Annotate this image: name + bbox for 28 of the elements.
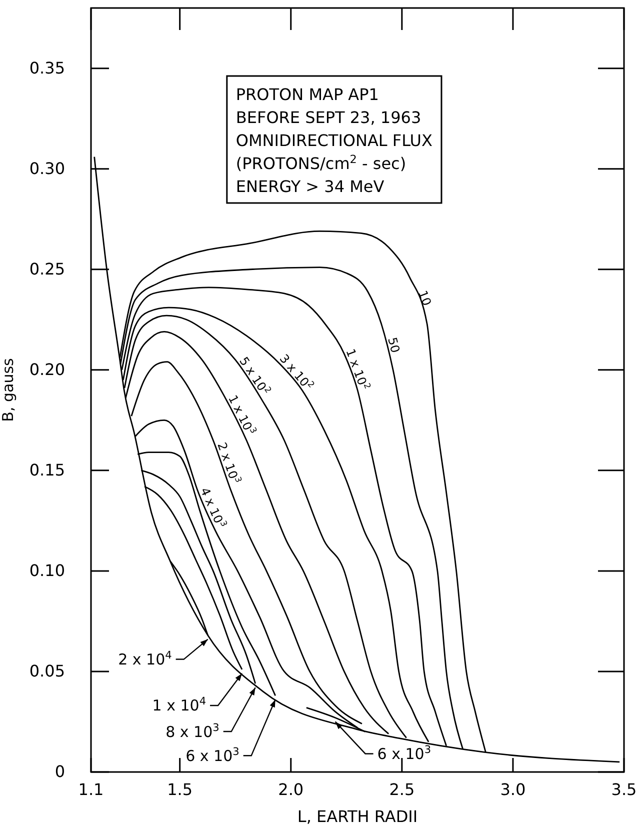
y-tick-label: 0.10 xyxy=(29,561,65,580)
text: 10 xyxy=(415,288,434,308)
x-tick-label: 2.0 xyxy=(278,780,304,800)
text: 50 xyxy=(385,336,402,354)
y-tick-label: 0.25 xyxy=(29,259,65,278)
y-tick-label: 0.05 xyxy=(29,662,65,681)
annotation: PROTON MAP AP1 xyxy=(236,85,379,104)
y-tick-label: 0.20 xyxy=(29,360,65,380)
legend-label: 2 x 10$^{4}$ xyxy=(118,650,172,669)
series-label: 6 x 10$^{3}$ xyxy=(377,744,432,763)
annotation: (PROTONS/cm$^{2}$ - sec) xyxy=(236,152,406,173)
x-axis-title: L, EARTH RADII xyxy=(297,807,418,826)
x-tick-label: 2.5 xyxy=(389,780,415,800)
text: 1 x 10$^{4}$ xyxy=(152,696,206,715)
text: 6 x 10$^{3}$ xyxy=(186,746,240,765)
annotation: OMNIDIRECTIONAL FLUX xyxy=(236,131,432,150)
y-tick-label: 0.30 xyxy=(29,158,65,178)
y-axis-title: B, gauss xyxy=(0,358,17,422)
y-tick-label: 0.15 xyxy=(29,460,65,480)
x-tick-label: 1.5 xyxy=(167,780,193,800)
x-tick-label: 3.0 xyxy=(500,780,526,800)
annotation: ENERGY > 34 MeV xyxy=(236,177,384,196)
y-tick-label: 0.35 xyxy=(29,58,65,78)
x-tick-label: 1.1 xyxy=(78,780,104,800)
y-tick-label: 0 xyxy=(54,762,65,782)
annotation: BEFORE SEPT 23, 1963 xyxy=(236,108,422,127)
x-tick-label: 3.5 xyxy=(611,780,637,800)
text: 8 x 10$^{3}$ xyxy=(166,722,220,741)
